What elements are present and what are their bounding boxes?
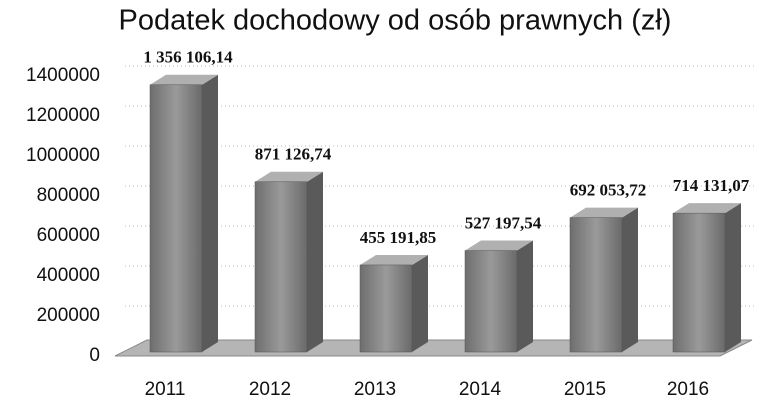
bar-side [517, 240, 533, 352]
x-tick-label: 2013 [354, 379, 396, 400]
bar-top [465, 240, 533, 251]
bar-side [412, 254, 428, 352]
bar [672, 212, 726, 353]
bar-side [307, 171, 323, 352]
bar-side [202, 74, 218, 352]
bar-top [360, 254, 428, 265]
x-tick-label: 2012 [249, 379, 291, 400]
y-tick-label: 0 [89, 345, 100, 366]
y-tick-label: 1200000 [26, 105, 100, 126]
x-tick-label: 2015 [564, 379, 606, 400]
value-label: 527 197,54 [465, 213, 542, 232]
y-tick-label: 1000000 [26, 145, 100, 166]
y-tick-label: 800000 [37, 185, 100, 206]
bar-side [622, 207, 638, 352]
x-tick-label: 2016 [667, 379, 709, 400]
bar-top [673, 203, 741, 214]
value-label: 455 191,85 [360, 228, 437, 247]
x-tick-label: 2011 [145, 379, 186, 400]
bar [464, 250, 518, 353]
y-tick-label: 200000 [37, 305, 100, 326]
x-tick-label: 2014 [459, 379, 502, 400]
bar-top [255, 171, 323, 182]
bar-side [725, 203, 741, 352]
chart-title: Podatek dochodowy od osób prawnych (zł) [119, 5, 672, 37]
value-label: 1 356 106,14 [143, 48, 233, 67]
value-label: 692 053,72 [570, 180, 647, 199]
bar [149, 84, 203, 353]
bar-top [150, 74, 218, 85]
bar [359, 264, 413, 353]
y-tick-label: 1400000 [26, 65, 100, 86]
bar [254, 181, 308, 353]
bar [569, 217, 623, 353]
y-tick-label: 600000 [37, 225, 100, 246]
value-label: 714 131,07 [673, 176, 750, 195]
bar-top [570, 207, 638, 218]
y-tick-label: 400000 [37, 265, 100, 286]
value-label: 871 126,74 [255, 145, 332, 164]
